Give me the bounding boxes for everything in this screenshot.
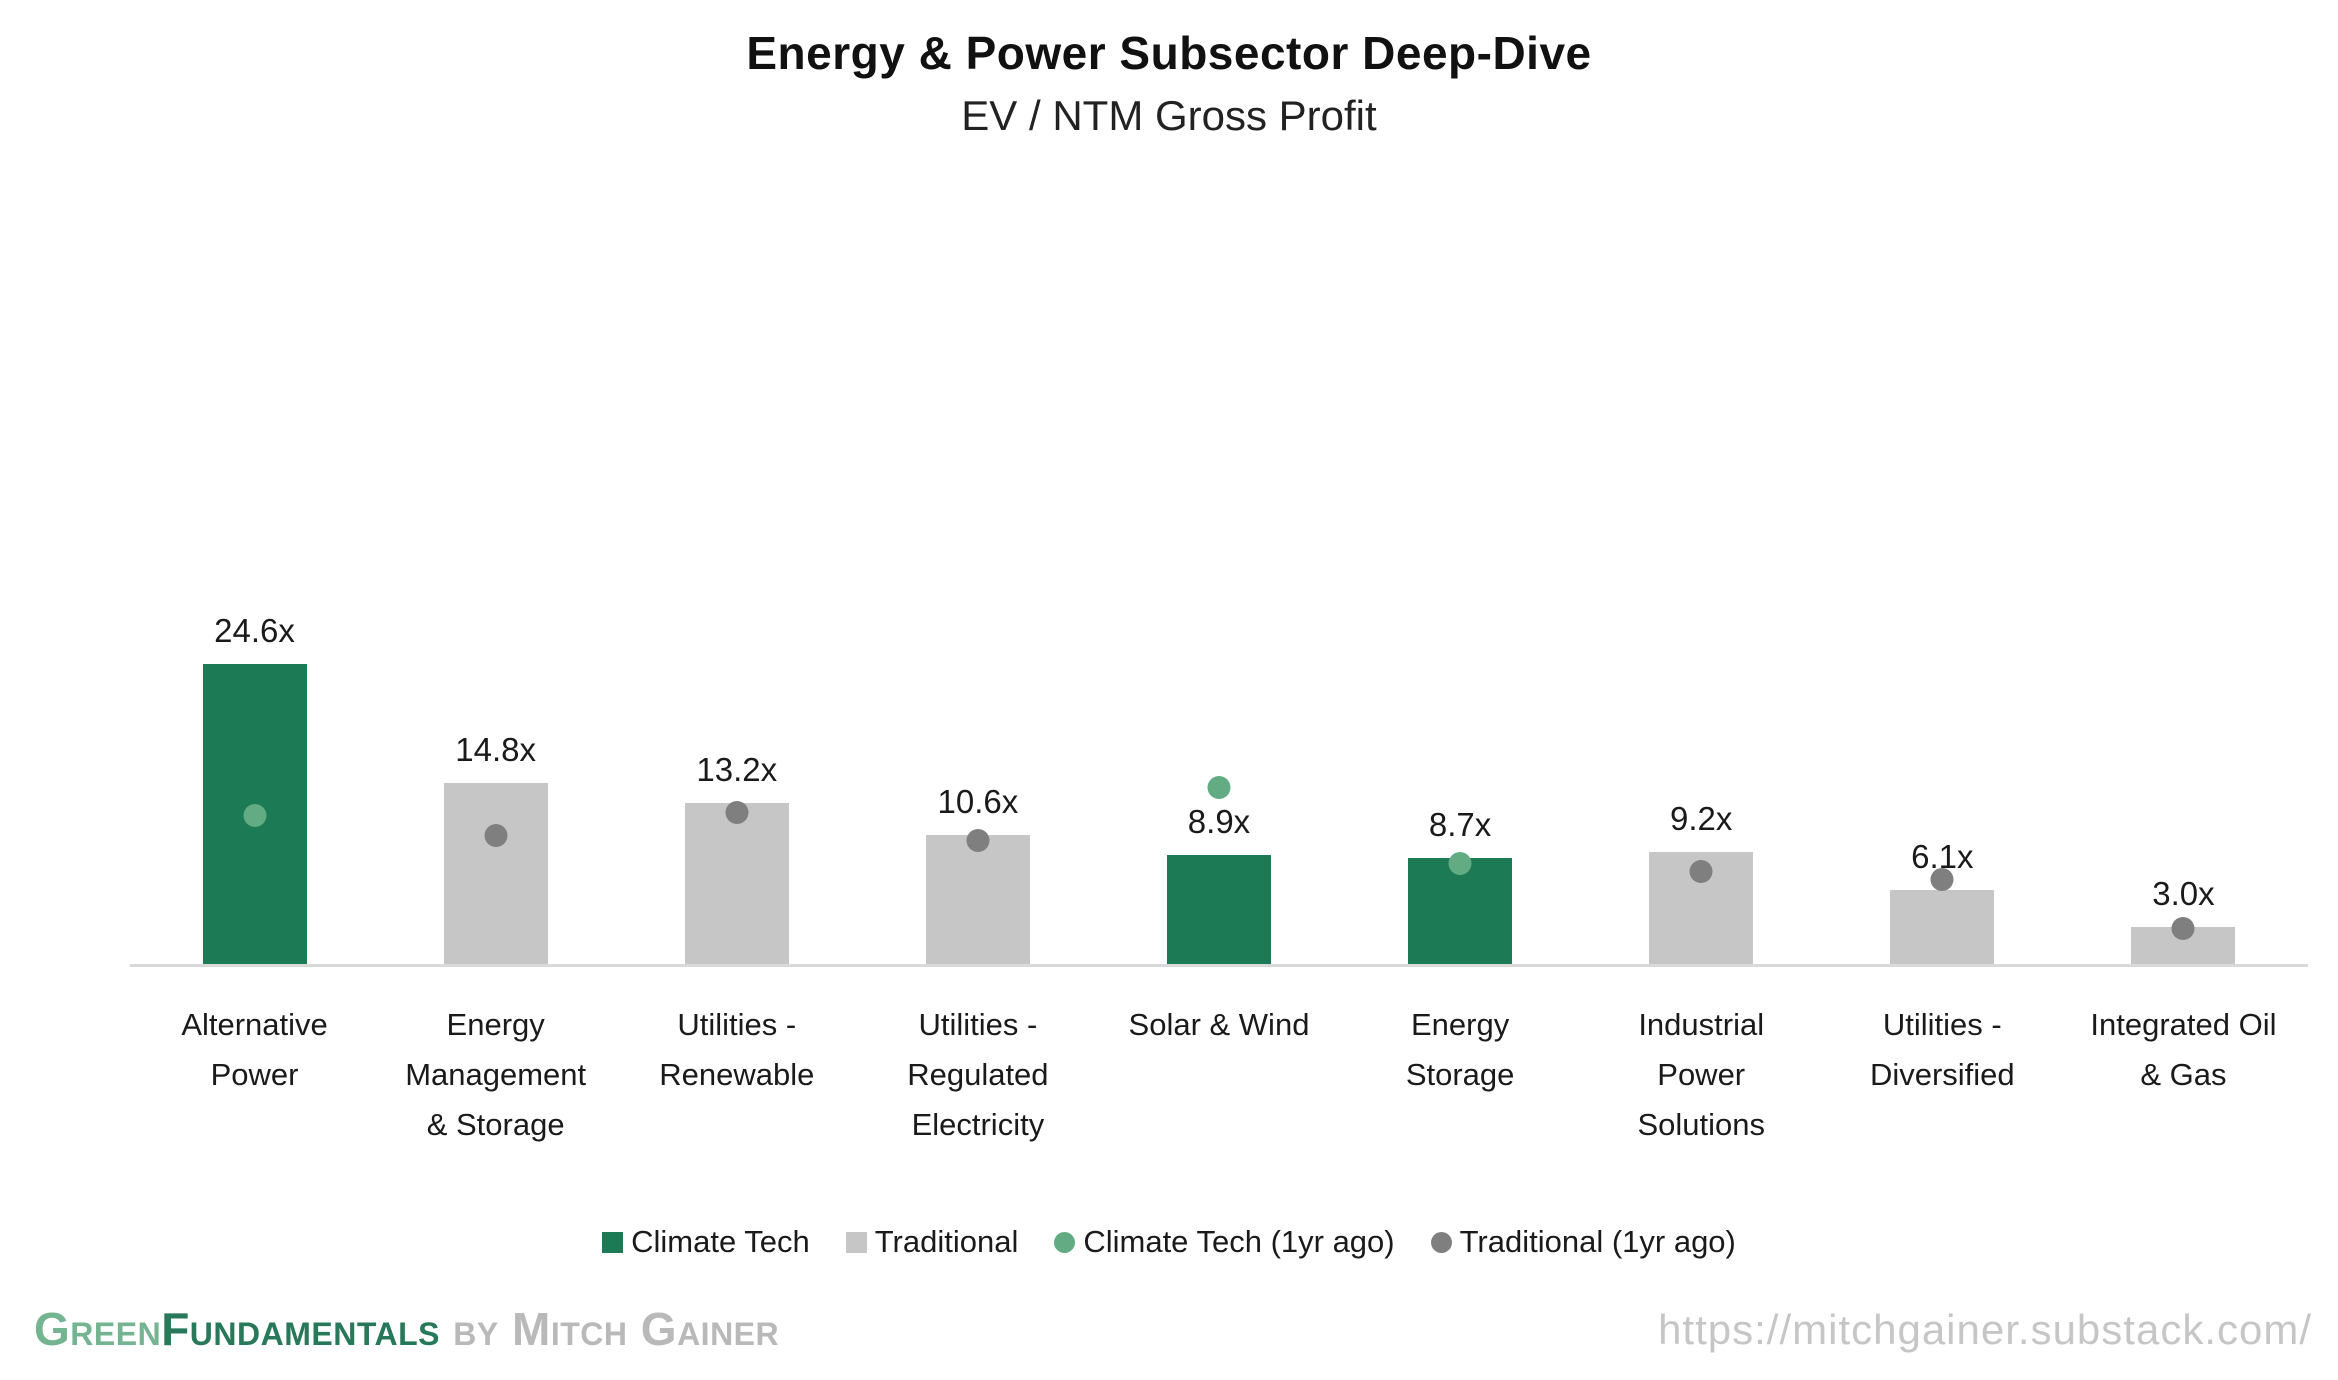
chart-column-integrated-oil-gas: 3.0x [2063, 504, 2304, 964]
chart-subtitle: EV / NTM Gross Profit [961, 92, 1377, 139]
bar-utilities-regulated-electricity [925, 834, 1030, 964]
legend-square-icon [845, 1231, 867, 1253]
prior-year-dot-energy-management-storage [484, 824, 508, 848]
category-label-energy-storage: Energy Storage [1405, 1007, 1515, 1092]
legend-label: Traditional (1yr ago) [1459, 1224, 1736, 1259]
brand-byline: by Mitch Gainer [440, 1303, 780, 1355]
category-labels: Alternative Power Energy Management & Storag… [134, 1000, 2304, 1150]
legend-item-climate-tech-1yr-ago: Climate Tech (1yr ago) [1054, 1224, 1395, 1260]
value-label-energy-management-storage: 14.8x [455, 731, 537, 769]
prior-year-dot-industrial-power-solutions [1689, 859, 1713, 883]
prior-year-dot-energy-storage [1448, 852, 1472, 876]
chart-column-energy-management-storage: 14.8x [375, 504, 616, 964]
prior-year-dot-integrated-oil-gas [2171, 917, 2195, 941]
legend-item-climate-tech: Climate Tech [602, 1224, 810, 1260]
chart-column-utilities-renewable: 13.2x [616, 504, 857, 964]
category-label-integrated-oil-gas: Integrated Oil & Gas [2090, 1007, 2277, 1092]
chart-column-alternative-power: 24.6x [134, 504, 375, 964]
category-label-alternative-power: Alternative Power [181, 1007, 328, 1092]
prior-year-dot-utilities-renewable [725, 801, 749, 825]
value-label-utilities-renewable: 13.2x [696, 750, 778, 788]
brand-fundamentals: Fundamentals [161, 1303, 441, 1355]
bar-utilities-diversified [1890, 889, 1995, 964]
bar-energy-storage [1408, 857, 1513, 964]
legend-label: Climate Tech [631, 1224, 810, 1259]
prior-year-dot-utilities-regulated-electricity [966, 829, 990, 853]
prior-year-dot-utilities-diversified [1930, 868, 1954, 892]
legend-label: Traditional [874, 1224, 1019, 1259]
category-label-solar-wind: Solar & Wind [1128, 1007, 1310, 1042]
chart-column-solar-wind: 8.9x [1098, 504, 1339, 964]
value-label-industrial-power-solutions: 9.2x [1670, 799, 1733, 837]
value-label-energy-storage: 8.7x [1428, 805, 1492, 843]
brand-green: Green [34, 1303, 162, 1355]
value-label-solar-wind: 8.9x [1187, 803, 1251, 841]
chart-column-energy-storage: 8.7x [1340, 504, 1581, 964]
legend: Climate Tech Traditional Climate Tech (1yr… [0, 1224, 2338, 1260]
category-label-utilities-diversified: Utilities - Diversified [1869, 1007, 2015, 1092]
chart-column-industrial-power-solutions: 9.2x [1581, 504, 1822, 964]
value-label-alternative-power: 24.6x [214, 611, 295, 649]
chart-column-utilities-diversified: 6.1x [1822, 504, 2063, 964]
prior-year-dot-solar-wind [1207, 775, 1231, 799]
prior-year-dot-alternative-power [243, 803, 267, 827]
category-label-energy-management-storage: Energy Management & Storage [405, 1007, 587, 1142]
value-label-utilities-regulated-electricity: 10.6x [937, 782, 1019, 820]
category-label-utilities-renewable: Utilities - Renewable [659, 1007, 815, 1092]
legend-label: Climate Tech (1yr ago) [1083, 1224, 1395, 1259]
plot-area: 24.6x 14.8x 13.2x 10.6x 8.9x 8.7x 9.2x 6.1x 3.0x [134, 504, 2304, 964]
category-label-industrial-power-solutions: Industrial Power Solutions [1637, 1007, 1765, 1142]
legend-item-traditional: Traditional [845, 1224, 1019, 1260]
category-label-utilities-regulated-electricity: Utilities - Regulated Electricity [907, 1007, 1049, 1142]
chart-title: Energy & Power Subsector Deep-Dive [746, 27, 1592, 79]
value-label-integrated-oil-gas: 3.0x [2152, 875, 2215, 913]
bar-energy-management-storage [443, 783, 548, 964]
x-axis-line [130, 964, 2308, 967]
chart-column-utilities-regulated-electricity: 10.6x [857, 504, 1098, 964]
legend-circle-icon [1054, 1231, 1076, 1253]
brand-logo-text: GreenFundamentals by Mitch Gainer [34, 1302, 779, 1356]
bar-solar-wind [1166, 855, 1271, 964]
legend-circle-icon [1430, 1231, 1452, 1253]
site-url: https://mitchgainer.substack.com/ [1658, 1306, 2312, 1353]
legend-item-traditional-1yr-ago: Traditional (1yr ago) [1430, 1224, 1736, 1260]
bar-utilities-renewable [684, 802, 789, 964]
legend-square-icon [602, 1231, 624, 1253]
